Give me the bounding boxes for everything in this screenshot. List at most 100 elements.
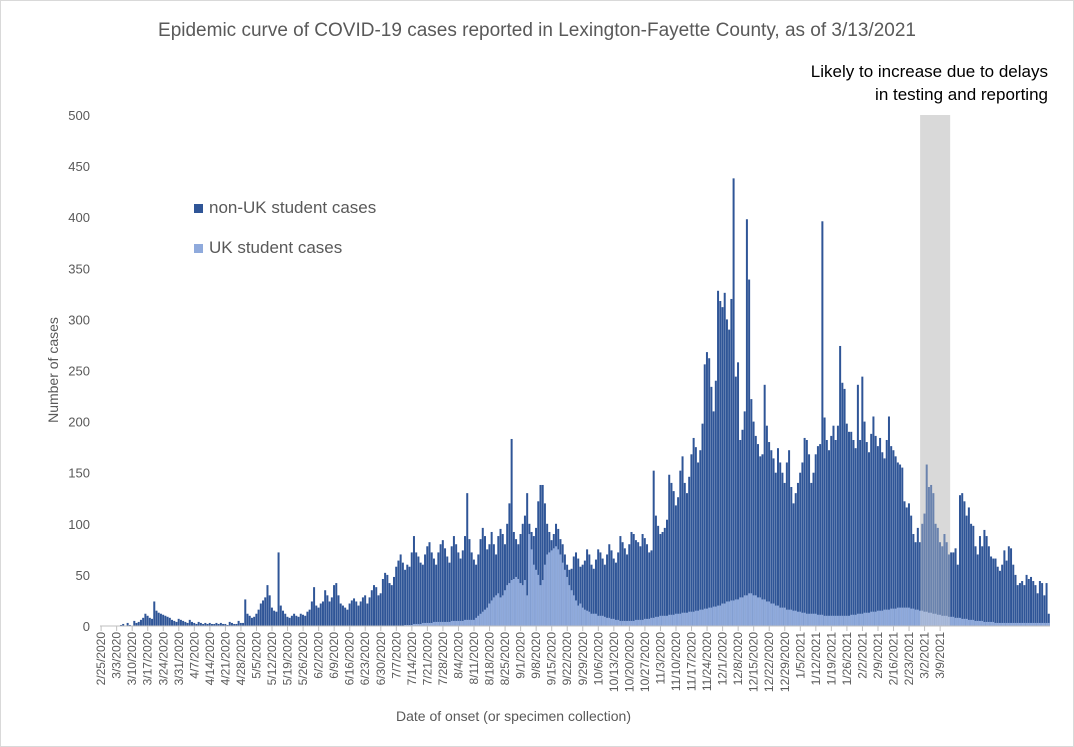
bar-non-uk xyxy=(637,542,640,626)
bar-uk xyxy=(721,603,724,626)
x-tick-label: 9/15/2020 xyxy=(545,632,559,686)
bar-non-uk xyxy=(985,536,988,626)
bar-uk xyxy=(919,610,922,626)
bar-uk xyxy=(961,618,964,626)
x-tick-label: 2/25/2020 xyxy=(94,632,108,686)
y-tick-label: 50 xyxy=(76,568,90,583)
x-tick-label: 9/8/2020 xyxy=(529,632,543,679)
bar-non-uk xyxy=(477,554,480,626)
bar-non-uk xyxy=(794,493,797,626)
bar-non-uk xyxy=(224,623,227,626)
bar-non-uk xyxy=(146,615,149,626)
bar-uk xyxy=(654,616,657,626)
bar-uk xyxy=(464,619,467,626)
bar-uk xyxy=(424,622,427,626)
bar-uk xyxy=(761,599,764,626)
bar-uk xyxy=(479,613,482,626)
legend-label-uk: UK student cases xyxy=(209,238,343,257)
bar-uk xyxy=(854,614,857,626)
bar-non-uk xyxy=(674,505,677,626)
bar-non-uk xyxy=(781,472,784,626)
bar-non-uk xyxy=(390,585,393,626)
bar-non-uk xyxy=(816,446,819,626)
bar-uk xyxy=(539,585,542,626)
bar-uk xyxy=(792,610,795,626)
bar-uk xyxy=(626,620,629,626)
bar-non-uk xyxy=(759,456,762,626)
bar-non-uk xyxy=(634,540,637,626)
bar-non-uk xyxy=(626,554,629,626)
bar-non-uk xyxy=(907,503,910,626)
bar-non-uk xyxy=(355,601,358,626)
bar-non-uk xyxy=(599,552,602,626)
bar-non-uk xyxy=(608,544,611,626)
bar-non-uk xyxy=(666,519,669,626)
x-tick-label: 3/17/2020 xyxy=(141,632,155,686)
bar-non-uk xyxy=(408,566,411,626)
bar-uk xyxy=(810,613,813,626)
bar-non-uk xyxy=(910,515,913,626)
bar-uk xyxy=(572,595,575,626)
bar-non-uk xyxy=(732,178,735,626)
bar-uk xyxy=(905,607,908,626)
bar-non-uk xyxy=(743,411,746,626)
bar-uk xyxy=(790,609,793,626)
bar-uk xyxy=(621,620,624,626)
bar-non-uk xyxy=(774,472,777,626)
bar-non-uk xyxy=(188,619,191,626)
bar-non-uk xyxy=(357,605,360,626)
bar-non-uk xyxy=(761,454,764,626)
bar-non-uk xyxy=(641,534,644,626)
bar-non-uk xyxy=(370,590,373,626)
bar-uk xyxy=(1012,622,1015,626)
bar-non-uk xyxy=(998,570,1001,626)
bar-uk xyxy=(939,614,942,626)
bar-non-uk xyxy=(159,613,162,626)
x-tick-label: 2/9/2021 xyxy=(871,632,885,679)
bar-non-uk xyxy=(730,298,733,626)
bar-uk xyxy=(606,617,609,626)
bar-uk xyxy=(439,621,442,626)
bar-non-uk xyxy=(927,487,930,626)
bar-uk xyxy=(814,613,817,626)
bar-uk xyxy=(763,599,766,626)
bar-non-uk xyxy=(952,552,955,626)
bar-non-uk xyxy=(652,470,655,626)
bar-non-uk xyxy=(375,587,378,626)
bar-uk xyxy=(739,597,742,626)
bar-non-uk xyxy=(710,386,713,626)
bar-non-uk xyxy=(195,623,198,626)
x-tick-label: 4/14/2020 xyxy=(203,632,217,686)
bar-uk xyxy=(796,611,799,626)
bar-uk xyxy=(506,585,509,626)
bar-non-uk xyxy=(725,319,728,626)
bar-uk xyxy=(841,615,844,626)
bar-uk xyxy=(1047,622,1050,626)
bar-uk xyxy=(970,619,973,626)
bar-non-uk xyxy=(788,450,791,626)
bar-uk xyxy=(1041,622,1044,626)
bar-non-uk xyxy=(506,523,509,626)
bar-non-uk xyxy=(412,536,415,626)
bar-non-uk xyxy=(990,556,993,626)
bar-non-uk xyxy=(646,544,649,626)
bar-uk xyxy=(994,622,997,626)
bar-uk xyxy=(1045,622,1048,626)
bar-uk xyxy=(801,612,804,626)
bar-non-uk xyxy=(319,603,322,626)
bar-non-uk xyxy=(219,622,222,626)
bar-uk xyxy=(404,624,407,626)
bar-uk xyxy=(579,603,582,626)
bar-uk xyxy=(619,620,622,626)
bar-uk xyxy=(1043,622,1046,626)
bar-uk xyxy=(408,624,411,626)
x-tick-label: 8/4/2020 xyxy=(451,632,465,679)
bar-uk xyxy=(646,618,649,626)
bar-uk xyxy=(974,620,977,626)
bar-non-uk xyxy=(705,352,708,626)
legend-item-non-uk: non-UK student cases xyxy=(194,198,376,218)
bar-uk xyxy=(867,612,870,626)
x-tick-label: 1/26/2021 xyxy=(840,632,854,686)
bar-uk xyxy=(1007,622,1010,626)
bar-non-uk xyxy=(823,417,826,626)
